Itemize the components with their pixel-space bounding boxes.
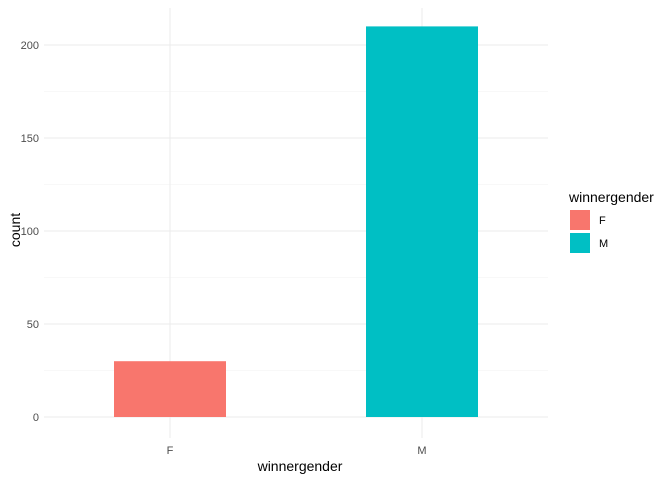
y-tick-label: 150 — [21, 133, 39, 145]
y-axis-ticks: 0 50 100 150 200 — [21, 40, 39, 424]
bar-m — [366, 26, 478, 418]
legend: winnergender F M — [568, 189, 654, 253]
x-tick-label: M — [417, 445, 426, 457]
y-tick-label: 100 — [21, 226, 39, 238]
x-tick-label: F — [167, 445, 174, 457]
y-tick-label: 200 — [21, 40, 39, 52]
legend-label-m: M — [599, 238, 608, 250]
x-axis-title: winnergender — [257, 458, 343, 474]
y-tick-label: 50 — [27, 319, 39, 331]
legend-swatch-m — [570, 233, 590, 253]
y-axis-title: count — [7, 213, 23, 247]
legend-label-f: F — [599, 215, 606, 227]
bars — [114, 26, 478, 418]
legend-swatch-f — [570, 210, 590, 230]
legend-title: winnergender — [568, 189, 654, 205]
y-tick-label: 0 — [33, 412, 39, 424]
bar-f — [114, 361, 226, 417]
